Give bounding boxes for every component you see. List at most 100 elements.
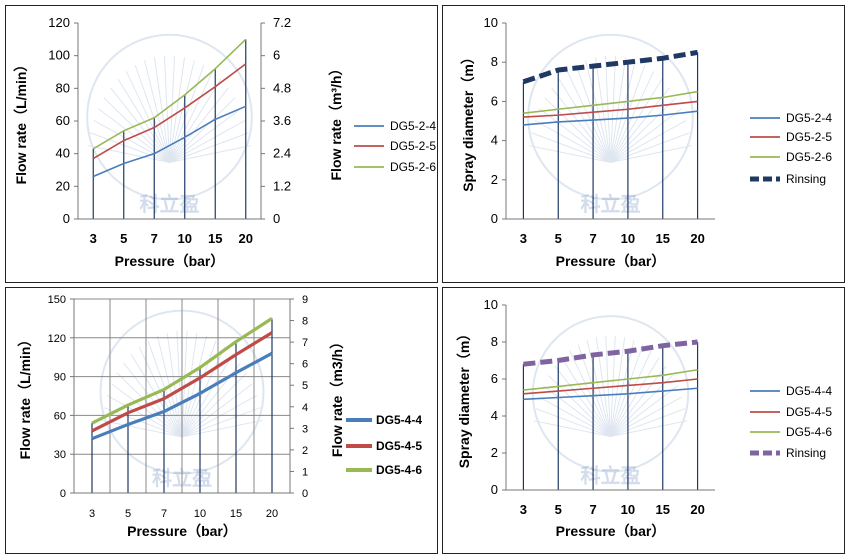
x-axis-title: Pressure（bar） [556,253,666,269]
y-tick-label: 0 [491,482,498,497]
watermark-text: 科立盈 [140,192,200,216]
x-tick-label: 3 [520,502,527,517]
y2-tick-label: 2 [302,445,308,457]
y-tick-label: 0 [491,211,498,226]
y2-tick-label: 7.2 [273,15,291,30]
x-tick-label: 10 [194,508,206,520]
legend-label-dg5-4-6: DG5-4-6 [786,425,832,439]
y-tick-label: 0 [63,211,70,226]
legend-label-dg5-2-4: DG5-2-4 [786,111,832,125]
y2-tick-label: 4 [302,402,308,414]
y-axis-title: Spray diameter（m） [456,327,472,469]
series-line-dg5-4-4 [91,351,273,441]
series-line-rinsing [523,339,698,367]
legend-label-rinsing: Rinsing [786,172,826,186]
x-tick-label: 10 [621,502,635,517]
y-tick-label: 80 [56,80,70,95]
y-tick-label: 8 [491,54,498,69]
legend-label-dg5-4-5: DG5-4-5 [786,405,832,419]
legend-label-dg5-2-5: DG5-2-5 [390,139,436,153]
y-tick-label: 40 [56,146,70,161]
y2-tick-label: 6 [302,359,308,371]
x-tick-label: 7 [589,231,596,246]
y-axis-title: Spray diameter（m） [460,50,476,192]
x-tick-label: 3 [89,508,95,520]
x-tick-label: 15 [208,231,222,246]
legend-label-dg5-4-4: DG5-4-4 [786,384,832,398]
y2-tick-label: 9 [302,294,308,306]
y-axis-title: Flow rate（L/min） [17,333,33,460]
y-tick-label: 2 [491,445,498,460]
x-tick-label: 20 [690,502,704,517]
series-line-dg5-4-4 [523,387,698,401]
x-tick-label: 5 [555,502,562,517]
x-tick-label: 15 [656,231,670,246]
series-line-dg5-2-6 [523,90,698,114]
series-line-dg5-2-6 [92,38,247,150]
watermark-logo [531,315,690,473]
y2-tick-label: 8 [302,316,308,328]
x-tick-label: 7 [589,502,596,517]
y2-tick-label: 4.8 [273,80,291,95]
series-line-dg5-2-4 [92,105,247,178]
legend-label-dg5-4-6: DG5-4-6 [376,463,422,477]
legend-label-dg5-2-4: DG5-2-4 [390,119,436,133]
y2-tick-label: 1.2 [273,178,291,193]
x-tick-label: 5 [125,508,131,520]
x-tick-label: 10 [178,231,192,246]
y2-tick-label: 6 [273,48,280,63]
x-tick-label: 5 [120,231,127,246]
y2-tick-label: 7 [302,337,308,349]
series-line-rinsing [522,49,698,85]
x-tick-label: 20 [266,508,278,520]
series-line-dg5-2-4 [523,110,698,126]
x-axis-title: Pressure（bar） [127,523,237,539]
chart-panel-spray-dg5-4: 科立盈 0 2 4 6 8 10 3 5 7 10 15 20 Spray diameter（m） Pres… [442,287,845,554]
y-tick-label: 100 [48,48,70,63]
series-line-dg5-2-5 [92,63,247,160]
y-tick-label: 6 [491,93,498,108]
y-tick-label: 30 [54,449,66,461]
y-tick-label: 8 [491,334,498,349]
y-tick-label: 60 [56,113,70,128]
y-tick-label: 120 [48,333,66,345]
x-axis-title: Pressure（bar） [115,253,225,269]
x-tick-label: 7 [161,508,167,520]
y2-tick-label: 2.4 [273,146,291,161]
chart-panel-flow-dg5-2: 科立盈 0 20 40 60 80 100 120 0 1.2 2.4 3.6 4.8 6 7.2 3 5 7 10… [5,5,438,283]
chart-svg-1: 科立盈 0 2 4 6 8 10 3 5 7 10 15 20 Spray diameter（m） Pres… [460,15,832,269]
y2-tick-label: 0 [302,488,308,500]
x-tick-label: 10 [621,231,635,246]
watermark-text: 科立盈 [581,464,641,488]
y-tick-label: 10 [484,297,498,312]
y2-tick-label: 3.6 [273,113,291,128]
legend-label-dg5-4-5: DG5-4-5 [376,439,422,453]
y-axis-title: Flow rate（L/min） [13,58,29,185]
series-line-dg5-4-6 [523,368,698,391]
x-tick-label: 7 [151,231,158,246]
x-axis-title: Pressure（bar） [556,523,666,539]
x-tick-label: 5 [555,231,562,246]
y-tick-label: 150 [48,294,66,306]
y-tick-label: 4 [491,133,498,148]
legend-label-dg5-2-6: DG5-2-6 [390,160,436,174]
x-tick-label: 3 [90,231,97,246]
y-tick-label: 2 [491,172,498,187]
y-tick-label: 0 [60,488,66,500]
chart-svg-3: 科立盈 0 2 4 6 8 10 3 5 7 10 15 20 Spray diameter（m） Pres… [456,297,832,539]
x-tick-label: 15 [230,508,242,520]
legend-label-dg5-4-4: DG5-4-4 [376,413,422,427]
series-line-dg5-4-5 [523,378,698,395]
watermark-text: 科立盈 [581,192,641,216]
chart-svg-0: 科立盈 0 20 40 60 80 100 120 0 1.2 2.4 3.6 4.8 6 7.2 3 5 7 10… [13,15,436,269]
legend-label-dg5-2-6: DG5-2-6 [786,150,832,164]
y-tick-label: 120 [48,15,70,30]
y-tick-label: 20 [56,178,70,193]
y2-tick-label: 1 [302,466,308,478]
y-tick-label: 90 [54,372,66,384]
y2-axis-title: Flow rate（m3/h） [329,335,345,457]
series-line-dg5-2-5 [523,100,698,118]
x-tick-label: 20 [239,231,253,246]
chart-panel-flow-dg5-4: 科立盈 0 30 60 90 120 150 0 1 2 3 4 5 6 7 8 9 3 5 7 10 15 20 Flow … [5,287,438,554]
